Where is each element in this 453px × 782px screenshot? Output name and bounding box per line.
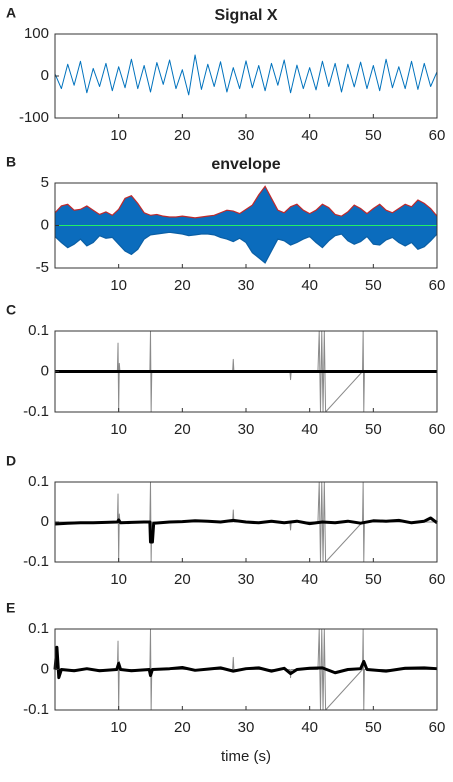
y-tick-label: -0.1 [23, 553, 49, 570]
panel-label: A [6, 5, 16, 21]
x-axis-label: time (s) [221, 748, 271, 765]
y-tick-label: -5 [36, 259, 49, 276]
x-tick-label: 10 [110, 277, 127, 294]
chart-title: envelope [211, 156, 280, 173]
panel-label: C [6, 302, 16, 318]
x-tick-label: 20 [174, 421, 191, 438]
x-tick-label: 50 [365, 571, 382, 588]
line [55, 330, 437, 413]
line [55, 481, 437, 563]
x-tick-label: 60 [429, 719, 446, 736]
area-edge [54, 185, 438, 219]
x-tick-label: 10 [110, 571, 127, 588]
line [53, 645, 438, 680]
x-tick-label: 60 [429, 277, 446, 294]
y-tick-label: 5 [41, 174, 49, 191]
x-tick-label: 50 [365, 127, 382, 144]
y-tick-label: 0 [41, 362, 49, 379]
line [54, 516, 438, 544]
y-tick-label: 0 [41, 67, 49, 84]
x-tick-label: 60 [429, 421, 446, 438]
x-tick-label: 30 [238, 127, 255, 144]
y-tick-label: 0 [41, 513, 49, 530]
x-tick-label: 50 [365, 719, 382, 736]
x-tick-label: 60 [429, 571, 446, 588]
x-tick-label: 20 [174, 127, 191, 144]
y-tick-label: 0 [41, 660, 49, 677]
x-tick-label: 40 [301, 719, 318, 736]
x-tick-label: 50 [365, 421, 382, 438]
x-tick-label: 40 [301, 571, 318, 588]
y-tick-label: -100 [19, 109, 49, 126]
y-tick-label: -0.1 [23, 403, 49, 420]
x-tick-label: 20 [174, 719, 191, 736]
y-tick-label: 0.1 [28, 322, 49, 339]
line [54, 54, 438, 96]
y-tick-label: 0 [41, 216, 49, 233]
x-tick-label: 30 [238, 277, 255, 294]
x-tick-label: 30 [238, 719, 255, 736]
x-tick-label: 30 [238, 571, 255, 588]
panel-label: B [6, 154, 16, 170]
x-tick-label: 20 [174, 277, 191, 294]
x-tick-label: 40 [301, 421, 318, 438]
y-tick-label: 0.1 [28, 473, 49, 490]
x-tick-label: 30 [238, 421, 255, 438]
x-tick-label: 60 [429, 127, 446, 144]
x-tick-label: 10 [110, 127, 127, 144]
area-edge [54, 231, 438, 264]
x-tick-label: 20 [174, 571, 191, 588]
chart-title: Signal X [214, 7, 277, 24]
panel-label: D [6, 453, 16, 469]
x-tick-label: 10 [110, 421, 127, 438]
y-tick-label: -0.1 [23, 701, 49, 718]
x-tick-label: 50 [365, 277, 382, 294]
y-tick-label: 100 [24, 25, 49, 42]
y-tick-label: 0.1 [28, 620, 49, 637]
plot-area [55, 34, 437, 118]
x-tick-label: 40 [301, 127, 318, 144]
x-tick-label: 40 [301, 277, 318, 294]
x-tick-label: 10 [110, 719, 127, 736]
panel-label: E [6, 600, 15, 616]
